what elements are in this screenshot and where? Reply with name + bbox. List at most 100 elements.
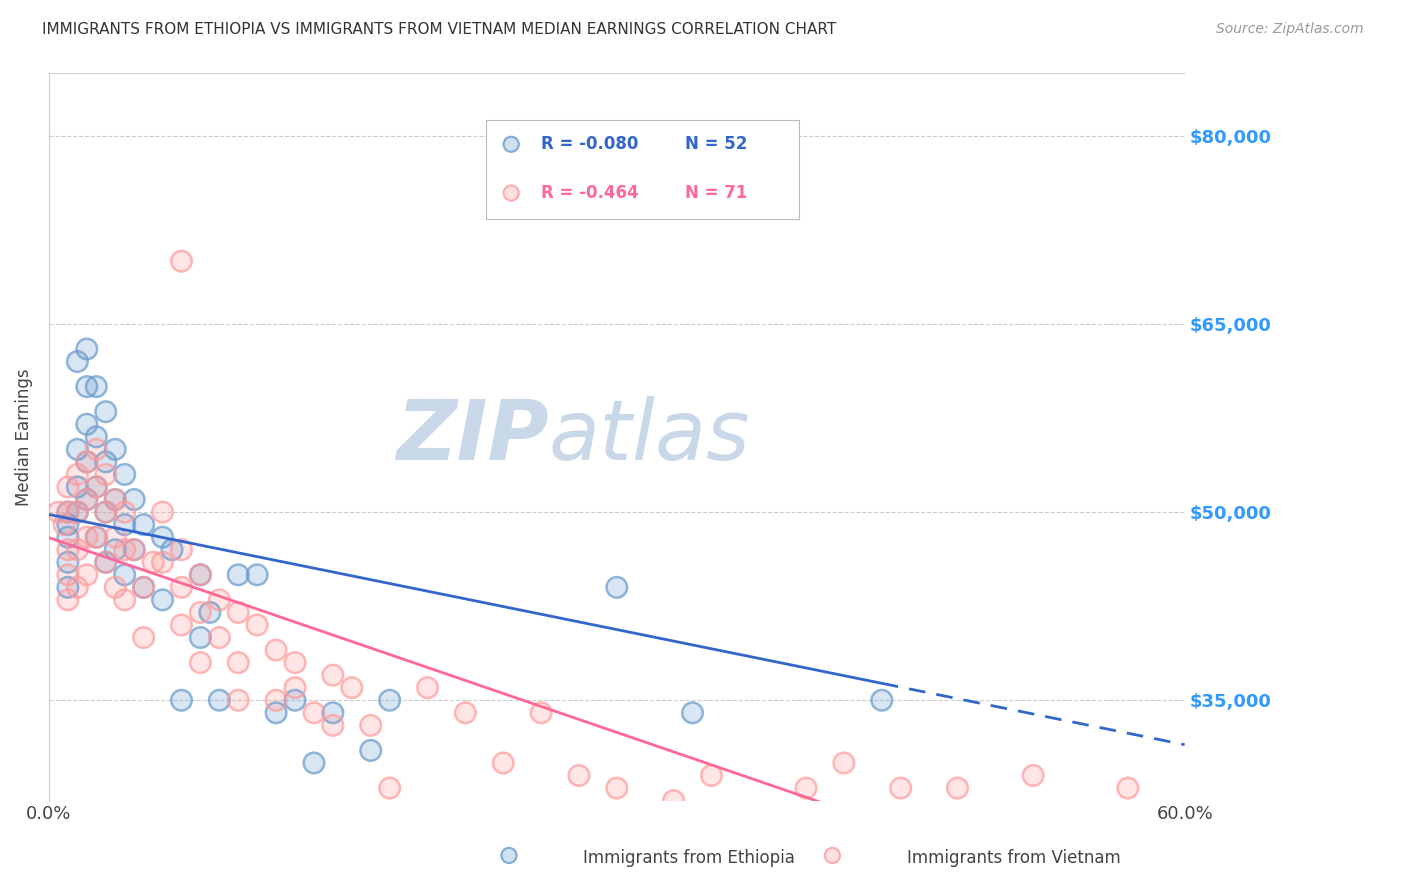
Point — [66, 542, 89, 557]
Point — [56, 480, 79, 494]
Point — [682, 706, 704, 720]
Point — [122, 542, 145, 557]
Point — [890, 780, 912, 795]
Text: Immigrants from Ethiopia: Immigrants from Ethiopia — [583, 849, 796, 867]
Point — [84, 530, 107, 544]
Point — [94, 455, 117, 469]
Point — [284, 681, 307, 695]
Point — [84, 379, 107, 393]
Point — [76, 567, 98, 582]
Point — [492, 756, 515, 770]
Point — [226, 567, 249, 582]
Point — [190, 567, 212, 582]
Point — [302, 756, 325, 770]
Point — [104, 492, 127, 507]
Point — [132, 580, 155, 594]
Point — [66, 354, 89, 368]
Point — [76, 492, 98, 507]
Point — [122, 542, 145, 557]
Point — [104, 492, 127, 507]
Point — [756, 191, 779, 205]
Point — [152, 505, 174, 519]
Point — [170, 618, 193, 632]
Point — [142, 555, 165, 569]
Point — [76, 417, 98, 432]
Point — [246, 618, 269, 632]
Point — [94, 505, 117, 519]
Point — [114, 542, 136, 557]
Point — [190, 631, 212, 645]
Point — [84, 480, 107, 494]
Point — [66, 467, 89, 482]
Point — [84, 379, 107, 393]
Point — [132, 517, 155, 532]
Point — [48, 505, 70, 519]
Point — [322, 668, 344, 682]
Point — [114, 567, 136, 582]
Point — [104, 542, 127, 557]
Point — [56, 505, 79, 519]
Point — [208, 693, 231, 707]
Point — [56, 505, 79, 519]
Point — [662, 794, 685, 808]
Point — [114, 467, 136, 482]
Point — [76, 342, 98, 356]
Point — [190, 567, 212, 582]
Point — [170, 254, 193, 268]
Point — [76, 567, 98, 582]
Point — [378, 780, 401, 795]
Point — [76, 492, 98, 507]
Point — [56, 505, 79, 519]
Point — [114, 467, 136, 482]
Point — [322, 706, 344, 720]
Point — [76, 455, 98, 469]
Point — [530, 706, 553, 720]
Point — [821, 848, 844, 863]
Text: N = 71: N = 71 — [685, 184, 748, 202]
Point — [226, 693, 249, 707]
Point — [132, 580, 155, 594]
Point — [94, 455, 117, 469]
Point — [56, 530, 79, 544]
Point — [1116, 780, 1139, 795]
Point — [190, 631, 212, 645]
Point — [208, 593, 231, 607]
Point — [170, 693, 193, 707]
Text: R = -0.464: R = -0.464 — [541, 184, 638, 202]
Point — [302, 706, 325, 720]
Point — [76, 492, 98, 507]
Point — [170, 618, 193, 632]
Point — [322, 706, 344, 720]
Point — [114, 517, 136, 532]
Point — [226, 656, 249, 670]
Text: atlas: atlas — [548, 396, 751, 477]
Text: Source: ZipAtlas.com: Source: ZipAtlas.com — [1216, 22, 1364, 37]
Point — [152, 530, 174, 544]
Point — [756, 191, 779, 205]
Point — [132, 631, 155, 645]
Point — [152, 505, 174, 519]
Point — [498, 848, 520, 863]
Point — [94, 505, 117, 519]
Point — [94, 555, 117, 569]
Point — [170, 254, 193, 268]
Point — [198, 606, 221, 620]
Point — [378, 693, 401, 707]
Point — [94, 405, 117, 419]
Point — [76, 530, 98, 544]
Point — [66, 480, 89, 494]
Point — [284, 656, 307, 670]
Point — [66, 542, 89, 557]
Point — [76, 342, 98, 356]
Point — [94, 555, 117, 569]
Point — [870, 693, 893, 707]
Point — [226, 567, 249, 582]
Point — [492, 756, 515, 770]
Point — [56, 542, 79, 557]
Point — [264, 706, 287, 720]
Point — [84, 442, 107, 457]
Point — [66, 480, 89, 494]
Point — [264, 643, 287, 657]
Point — [170, 580, 193, 594]
Point — [66, 505, 89, 519]
